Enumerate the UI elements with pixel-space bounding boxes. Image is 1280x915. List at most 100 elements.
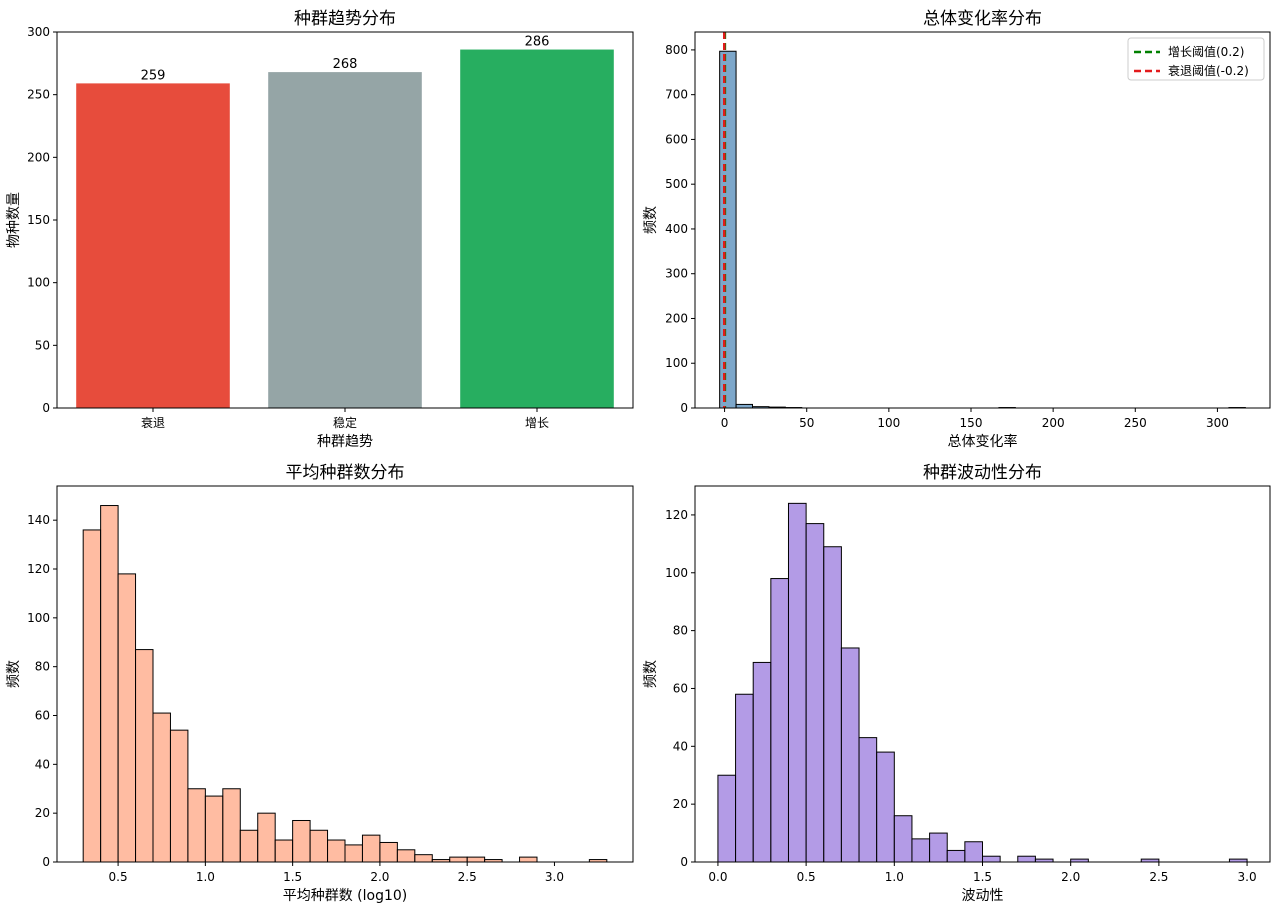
y-tick-label: 100 [665, 356, 688, 370]
x-tick-label: 增长 [525, 416, 549, 430]
histogram-bar [841, 648, 859, 862]
y-tick-label: 200 [27, 150, 50, 164]
y-tick-label: 100 [665, 566, 688, 580]
histogram-bar [188, 789, 205, 862]
y-tick-label: 150 [27, 213, 50, 227]
x-tick-label: 1.0 [196, 870, 215, 884]
histogram-bar [205, 796, 222, 862]
x-tick-label: 100 [877, 416, 900, 430]
x-axis-label: 种群趋势 [317, 434, 373, 450]
histogram-bar [788, 503, 806, 862]
histogram-bar [345, 845, 362, 862]
x-tick-label: 3.0 [1238, 870, 1257, 884]
x-tick-label: 2.0 [370, 870, 389, 884]
legend: 增长阈值(0.2) 衰退阈值(-0.2) [1128, 38, 1264, 80]
bar-value-label: 286 [525, 35, 550, 50]
bar-2 [268, 72, 422, 408]
histogram-bar [153, 713, 170, 862]
histogram-bar [293, 820, 310, 862]
y-tick-label: 0 [42, 401, 50, 415]
histogram-bar [736, 404, 752, 408]
y-tick-label: 0 [680, 855, 688, 869]
histogram-bar [275, 840, 292, 862]
y-tick-label: 0 [42, 855, 50, 869]
y-tick-label: 60 [673, 681, 688, 695]
y-tick-label: 300 [665, 267, 688, 281]
chart-title: 种群波动性分布 [923, 463, 1042, 483]
y-axis-label: 物种数量 [6, 192, 22, 248]
histogram-bar [736, 694, 754, 862]
y-tick-label: 40 [673, 739, 688, 753]
x-tick-label: 衰退 [141, 415, 165, 430]
histogram-bar [720, 51, 736, 408]
histogram-bar [223, 789, 240, 862]
histogram-bar [965, 842, 983, 862]
y-tick-label: 20 [673, 797, 688, 811]
y-tick-label: 120 [665, 508, 688, 522]
y-tick-label: 700 [665, 88, 688, 102]
legend-entry-label: 衰退阈值(-0.2) [1168, 63, 1249, 78]
histogram-bar [240, 830, 257, 862]
x-axis-label: 波动性 [962, 888, 1004, 904]
x-tick-label: 3.0 [545, 870, 564, 884]
histogram-bar [467, 857, 484, 862]
x-tick-label: 1.5 [973, 870, 992, 884]
histogram-bar [753, 662, 771, 862]
x-tick-label: 0 [721, 416, 729, 430]
histogram-bar [136, 650, 153, 862]
histogram-bar [771, 579, 789, 862]
y-tick-label: 20 [35, 806, 50, 820]
histogram-bar [877, 752, 895, 862]
plot-frame [695, 32, 1270, 408]
x-axis-label: 平均种群数 (log10) [283, 888, 408, 904]
histogram-bar [718, 775, 736, 862]
x-tick-label: 0.5 [797, 870, 816, 884]
histogram-bar [894, 816, 912, 862]
y-axis-label: 频数 [643, 206, 659, 234]
histogram-bar [947, 850, 965, 862]
y-tick-label: 800 [665, 43, 688, 57]
y-tick-label: 600 [665, 132, 688, 146]
y-tick-label: 100 [27, 611, 50, 625]
histogram-bar [380, 842, 397, 862]
y-tick-label: 500 [665, 177, 688, 191]
x-tick-label: 0.0 [708, 870, 727, 884]
histogram-bar [397, 850, 414, 862]
histogram-bar [170, 730, 187, 862]
x-axis-label: 总体变化率 [948, 433, 1018, 450]
y-tick-label: 100 [27, 276, 50, 290]
histogram-bar [983, 856, 1001, 862]
histogram-bar [83, 530, 100, 862]
y-axis-label: 频数 [6, 660, 22, 688]
bar-1 [76, 83, 230, 408]
y-tick-label: 50 [35, 338, 50, 352]
x-tick-label: 2.0 [1061, 870, 1080, 884]
x-tick-label: 0.5 [109, 870, 128, 884]
y-tick-label: 60 [35, 709, 50, 723]
histogram-bar [415, 855, 432, 862]
histogram-bar [328, 840, 345, 862]
x-tick-label: 1.0 [885, 870, 904, 884]
histogram-bar [101, 506, 118, 862]
y-tick-label: 300 [27, 25, 50, 39]
x-tick-label: 250 [1124, 416, 1147, 430]
y-tick-label: 250 [27, 88, 50, 102]
bar-value-label: 268 [333, 57, 358, 72]
histogram-bar [859, 738, 877, 862]
x-tick-label: 300 [1206, 416, 1229, 430]
y-tick-label: 0 [680, 401, 688, 415]
x-tick-label: 200 [1042, 416, 1065, 430]
y-tick-label: 140 [27, 513, 50, 527]
y-tick-label: 80 [35, 660, 50, 674]
histogram-bar [450, 857, 467, 862]
y-axis-label: 频数 [643, 660, 659, 688]
legend-entry-label: 增长阈值(0.2) [1168, 44, 1244, 59]
chart-title: 总体变化率分布 [923, 9, 1042, 29]
x-tick-label: 2.5 [1149, 870, 1168, 884]
bar-3 [460, 50, 614, 408]
chart-panel-1: 259衰退268稳定286增长050100150200250300种群趋势分布种… [6, 9, 633, 450]
histogram-bar [930, 833, 948, 862]
histogram-bar [258, 813, 275, 862]
